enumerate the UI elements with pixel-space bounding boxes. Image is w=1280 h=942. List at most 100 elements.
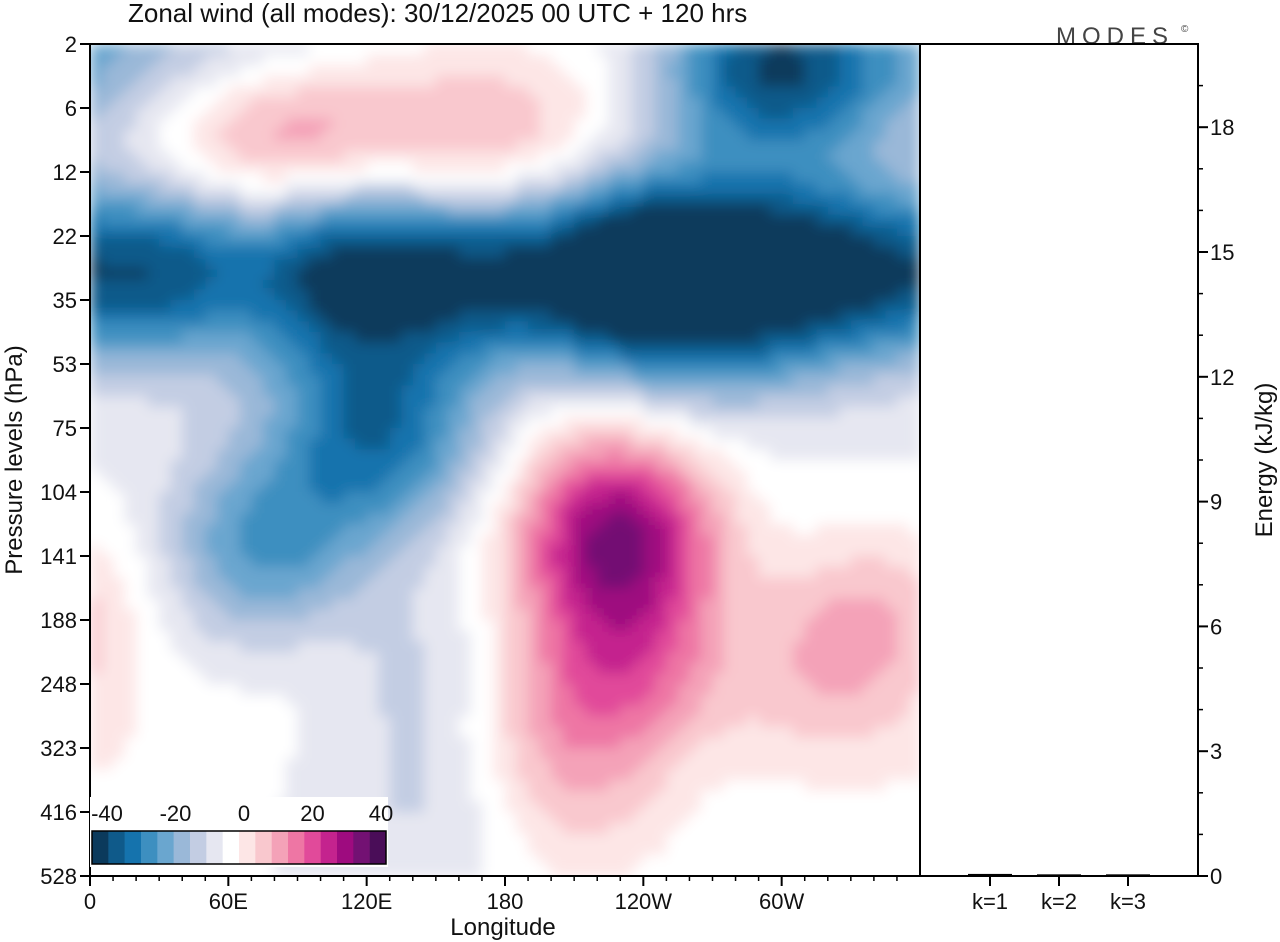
field-cell [551,364,564,376]
field-cell [505,694,518,707]
field-cell [528,278,541,291]
field-cell [389,684,403,696]
field-cell [251,332,264,344]
field-cell [839,694,852,707]
field-cell [239,140,253,152]
field-cell [251,748,264,760]
field-cell [908,193,920,205]
field-cell [239,481,253,493]
field-cell [574,769,587,781]
field-cell [770,449,783,461]
field-cell [343,534,356,547]
field-cell [447,353,460,365]
field-cell [366,588,379,600]
field-cell [758,556,771,568]
field-cell [458,353,472,365]
field-cell [424,161,437,173]
field-cell [320,140,333,152]
field-cell [124,524,137,536]
field-cell [804,140,818,152]
field-cell [343,417,356,429]
field-cell [458,534,472,547]
field-cell [735,652,748,664]
field-cell [262,161,276,173]
field-cell [101,150,114,163]
field-cell [205,684,218,696]
field-cell [585,684,599,696]
field-cell [839,76,852,88]
field-cell [136,481,149,493]
field-cell [447,470,460,483]
field-cell [885,406,898,419]
field-cell [320,716,333,728]
field-cell [689,76,702,88]
field-cell [700,641,714,653]
field-cell [827,556,841,568]
field-cell [90,460,103,472]
field-cell [896,129,910,141]
field-cell [447,545,460,557]
field-cell [424,684,437,696]
field-cell [309,150,322,163]
field-cell [239,289,253,301]
field-cell [551,524,564,536]
field-cell [481,438,495,451]
field-cell [631,726,645,739]
field-cell [274,65,287,77]
field-cell [677,524,691,536]
field-cell [608,716,622,728]
field-cell [90,108,103,120]
field-cell [389,513,403,525]
field-cell [309,428,322,440]
field-cell [309,268,322,280]
field-cell [585,641,599,653]
field-cell [285,748,299,760]
field-cell [262,310,276,323]
field-cell [654,204,668,216]
field-cell [274,609,287,621]
field-cell [620,97,633,109]
field-cell [827,268,841,280]
field-cell [193,460,207,472]
field-cell [262,641,276,653]
field-cell [228,780,241,792]
field-cell [827,364,841,376]
field-cell [343,246,356,259]
field-cell [101,780,114,792]
field-cell [505,684,518,696]
field-cell [458,97,472,109]
field-cell [297,172,310,184]
field-cell [481,449,495,461]
field-cell [620,140,633,152]
field-cell [309,246,322,259]
field-cell [101,694,114,707]
field-cell [470,748,483,760]
field-cell [412,44,426,56]
field-cell [136,278,149,291]
field-cell [516,630,529,643]
field-cell [585,65,599,77]
field-cell [493,321,506,333]
field-cell [528,236,541,248]
field-cell [262,172,276,184]
field-cell [608,406,622,419]
field-cell [182,705,195,717]
field-cell [113,524,126,536]
field-cell [193,246,207,259]
field-cell [90,374,103,387]
field-cell [447,556,460,568]
field-cell [758,492,771,504]
field-cell [412,662,426,675]
field-cell [816,417,829,429]
field-cell [366,278,379,291]
field-cell [90,748,103,760]
field-cell [908,44,920,56]
field-cell [585,545,599,557]
field-cell [424,172,437,184]
field-cell [251,737,264,749]
field-cell [862,492,875,504]
field-cell [182,577,195,589]
field-cell [885,289,898,301]
field-cell [159,513,172,525]
field-cell [332,374,345,387]
